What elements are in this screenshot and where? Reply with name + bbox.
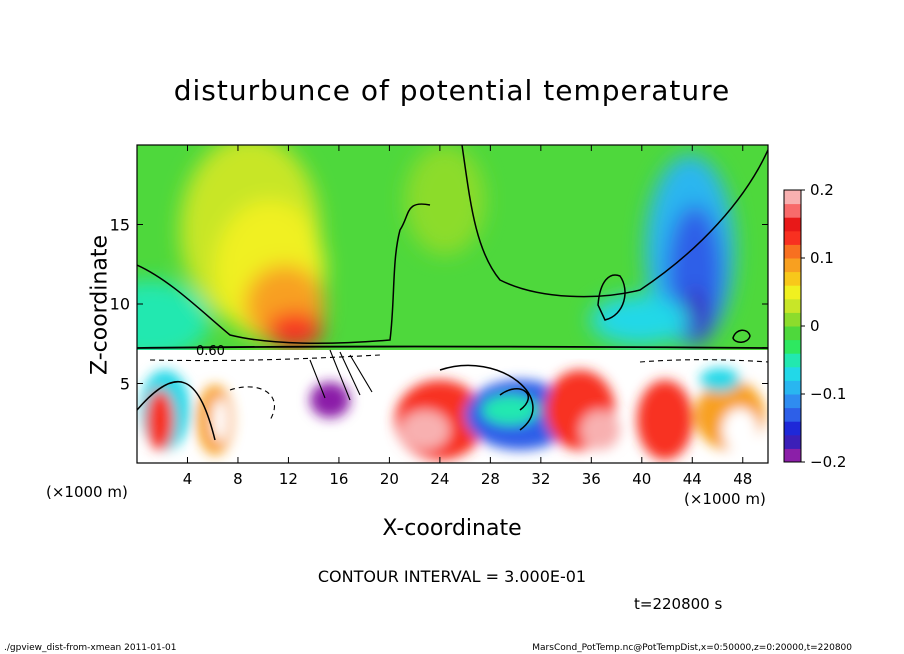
field-cold-side [590,295,690,345]
x-tick-label: 16 [329,470,349,488]
field-warm-core [267,312,323,348]
colorbar-swatch [784,434,801,449]
x-tick-label: 20 [379,470,399,488]
colorbar-swatch [784,339,801,354]
chart-title: disturbunce of potential temperature [173,74,731,107]
contour-zero-right [461,145,768,298]
contour-dense-region [309,349,373,401]
x-tick-label: 44 [682,470,702,488]
contour-interval-text: CONTOUR INTERVAL = 3.000E-01 [317,567,587,586]
colorbar-swatch [784,244,801,259]
y-axis-label: Z-coordinate [87,235,113,375]
x-tick-label: 12 [278,470,298,488]
colorbar-swatch [784,366,801,381]
colorbar-frame [783,189,802,463]
x-tick-label: 28 [480,470,500,488]
colorbar-tick-label: 0.1 [810,249,834,267]
colorbar-swatch [784,394,801,409]
colorbar-tick-label: −0.1 [810,385,847,403]
colorbar-tick-label: −0.2 [810,453,847,471]
contour-label: 0.60 [196,344,225,359]
time-label: t=220800 s [634,595,723,613]
colorbar-swatch [784,353,801,368]
colorbar-swatch [784,421,801,436]
y-tick-label: 5 [119,374,130,393]
contour-lower [137,364,534,441]
colorbar-swatch [784,230,801,245]
colorbar-tick-label: 0 [810,317,820,335]
x-tick-label: 48 [733,470,753,488]
colorbar [784,189,805,463]
footer-left: ./gpview_dist-from-xmean 2011-01-01 [4,643,177,653]
colorbar-swatch [784,271,801,286]
x-tick-marks [186,145,744,463]
y-tick-marks [137,224,768,384]
x-unit-label-left: (×1000 m) [46,483,128,501]
y-tick-label: 15 [109,215,130,234]
contour-lines [137,145,768,441]
colorbar-tick-label: 0.2 [810,181,834,199]
x-tick-label: 4 [182,470,193,488]
x-tick-label: 8 [233,470,243,488]
colorbar-swatch [784,285,801,300]
x-tick-label: 24 [430,470,450,488]
field-mid-green [405,145,485,255]
x-unit-label-right: (×1000 m) [684,490,766,508]
field-left-cool [137,280,210,360]
contour-island [597,274,626,321]
x-axis-label: X-coordinate [382,516,522,541]
contour-zero-left [137,203,431,345]
contour-small-loop [732,329,751,343]
x-tick-label: 32 [531,470,551,488]
colorbar-swatch [784,203,801,218]
contour-negative [149,354,768,421]
colorbar-swatch [784,217,801,232]
x-tick-label: 36 [581,470,601,488]
heatmap-field [137,145,768,463]
y-tick-label: 10 [109,294,130,314]
colorbar-swatch [784,448,801,463]
colorbar-swatch [784,407,801,422]
colorbar-swatch [784,312,801,327]
footer-right: MarsCond_PotTemp.nc@PotTempDist,x=0:5000… [532,643,852,653]
colorbar-swatch [784,258,801,273]
colorbar-swatch [784,190,801,205]
colorbar-swatch [784,380,801,395]
colorbar-swatch [784,326,801,341]
contour-interface [137,345,768,349]
x-tick-label: 40 [632,470,652,488]
field-cold-core [683,290,707,340]
colorbar-swatch [784,298,801,313]
